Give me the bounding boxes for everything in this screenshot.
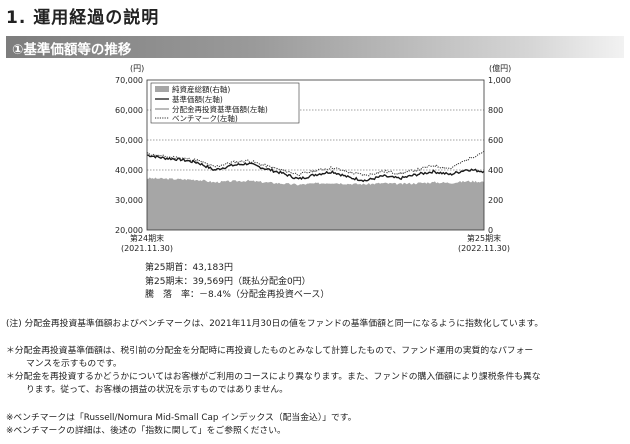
y-right-tick: 800 — [488, 106, 503, 115]
bullet1-line1: ＊分配金再投資基準価額は、税引前の分配金を分配時に再投資したものとみなして計算し… — [6, 346, 534, 356]
note-index: (注) 分配金再投資基準価額およびベンチマークは、2021年11月30日の値をフ… — [6, 319, 544, 329]
y-left-tick: 70,000 — [115, 76, 143, 85]
stat-start: 第25期首：43,183円 — [145, 263, 233, 273]
benchmark-line — [146, 150, 485, 177]
y-right-tick: 1,000 — [488, 76, 511, 85]
bullet-notes: ＊分配金再投資基準価額は、税引前の分配金を分配時に再投資したものとみなして計算し… — [6, 345, 624, 397]
legend-label-reinvested: 分配金再投資基準価額(左軸) — [172, 104, 268, 114]
section-heading: 1. 運用経過の説明 — [6, 8, 160, 28]
y-left-tick: 40,000 — [115, 166, 143, 175]
legend-label-assets: 純資産総額(右軸) — [172, 84, 230, 94]
plot-frame — [146, 79, 485, 231]
y-right-unit: (億円) — [489, 63, 511, 73]
bullet1-line2: マンスを示すものです。 — [26, 359, 122, 369]
y-left-tick: 30,000 — [115, 196, 143, 205]
y-left-tick: 20,000 — [115, 226, 143, 235]
x-end-date: (2022.11.30) — [458, 244, 510, 253]
legend-swatch-assets — [155, 86, 169, 92]
y-right-tick: 200 — [488, 196, 503, 205]
x-start-date: (2021.11.30) — [121, 244, 173, 253]
period-stats: 第25期首：43,183円 第25期末：39,569円（既払分配金0円） 騰 落… — [145, 262, 329, 303]
y-left-unit: (円) — [130, 64, 144, 73]
bullet2-line1: ＊分配金を再投資するかどうかについてはお客様がご利用のコースにより異なります。ま… — [6, 372, 541, 382]
subsection-banner: ①基準価額等の推移 — [6, 36, 624, 58]
y-right-tick: 600 — [488, 136, 503, 145]
nav-line — [146, 154, 485, 183]
x-end-label: 第25期末 — [467, 233, 501, 243]
benchmark-detail-ref: ※ベンチマークの詳細は、後述の「指数に関して」をご参照ください。 — [6, 426, 286, 436]
y-right-tick: 400 — [488, 166, 503, 175]
stat-change: 騰 落 率：－8.4%（分配金再投資ベース） — [145, 290, 330, 300]
chart-legend: 純資産総額(右軸) 基準価額(左軸) 分配金再投資基準価額(左軸) ベンチマーク… — [150, 82, 300, 124]
nav-chart: (円) (億円) 70,000 60,000 50,000 40,000 30,000 2… — [115, 63, 511, 253]
y-left-tick: 60,000 — [115, 106, 143, 115]
legend-label-nav: 基準価額(左軸) — [172, 94, 223, 104]
legend-label-benchmark: ベンチマーク(左軸) — [172, 113, 238, 123]
y-left-tick: 50,000 — [115, 136, 143, 145]
stat-end: 第25期末：39,569円（既払分配金0円） — [145, 276, 311, 287]
x-start-label: 第24期末 — [130, 233, 164, 243]
benchmark-ref: ※ベンチマークは「Russell/Nomura Mid-Small Cap イン… — [6, 413, 357, 423]
net-assets-area — [147, 177, 484, 230]
note-block: (注) 分配金再投資基準価額およびベンチマークは、2021年11月30日の値をフ… — [6, 318, 624, 331]
bullet2-line2: ります。従って、お客様の損益の状況を示すものではありません。 — [26, 385, 288, 395]
reference-notes: ※ベンチマークは「Russell/Nomura Mid-Small Cap イン… — [6, 412, 624, 438]
y-right-tick: 0 — [488, 226, 493, 235]
subsection-title: ①基準価額等の推移 — [12, 42, 132, 58]
